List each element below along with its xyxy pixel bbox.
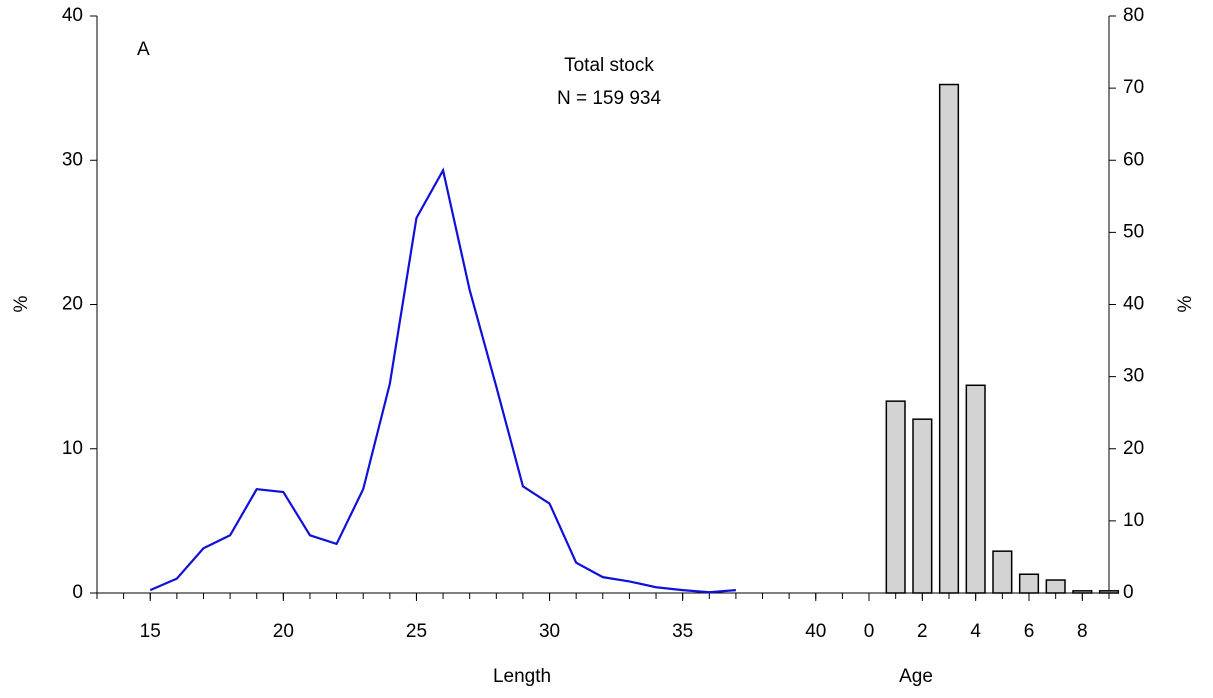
age-bar [885,400,906,594]
y-tick-label: 30 [1123,366,1144,387]
y-tick-label: 80 [1123,5,1144,26]
x-tick-label: 35 [672,621,693,642]
x-axis-label: Length [493,666,551,687]
y-tick-label: 30 [62,149,83,170]
y-tick-label: 70 [1123,77,1144,98]
y-tick-label: 0 [1123,582,1134,603]
chart-title: Total stock [564,55,654,76]
panel-label: A [137,39,150,60]
y-tick-label: 20 [1123,438,1144,459]
x-tick-label: 20 [273,621,294,642]
y-tick-label: 10 [62,438,83,459]
x-tick-label: 15 [140,621,161,642]
age-bar [938,83,960,594]
y-tick-label: 10 [1123,510,1144,531]
x-tick-label: 8 [1077,621,1088,642]
x-tick-label: 0 [864,621,875,642]
y-tick-label: 0 [72,582,83,603]
age-bar [992,550,1013,594]
age-bar [1045,579,1066,594]
y-tick-label: 40 [62,5,83,26]
x-tick-label: 25 [406,621,427,642]
age-bar [1098,590,1120,594]
x-tick-label: 2 [917,621,928,642]
chart-subtitle: N = 159 934 [557,88,661,109]
y-tick-label: 40 [1123,294,1144,315]
age-bar [912,418,933,594]
length-line [149,167,736,594]
age-bar [1072,590,1093,594]
x-tick-label: 40 [805,621,826,642]
y-tick-label: 60 [1123,149,1144,170]
x-tick-label: 6 [1024,621,1035,642]
x-tick-label: 30 [539,621,560,642]
age-bar [965,384,986,594]
y-tick-label: 20 [62,294,83,315]
y-axis-label: % [1175,295,1196,312]
y-axis-label: % [11,295,32,312]
x-axis-label: Age [899,666,933,687]
y-tick-label: 50 [1123,221,1144,242]
x-tick-label: 4 [970,621,981,642]
age-bar [1018,573,1040,594]
